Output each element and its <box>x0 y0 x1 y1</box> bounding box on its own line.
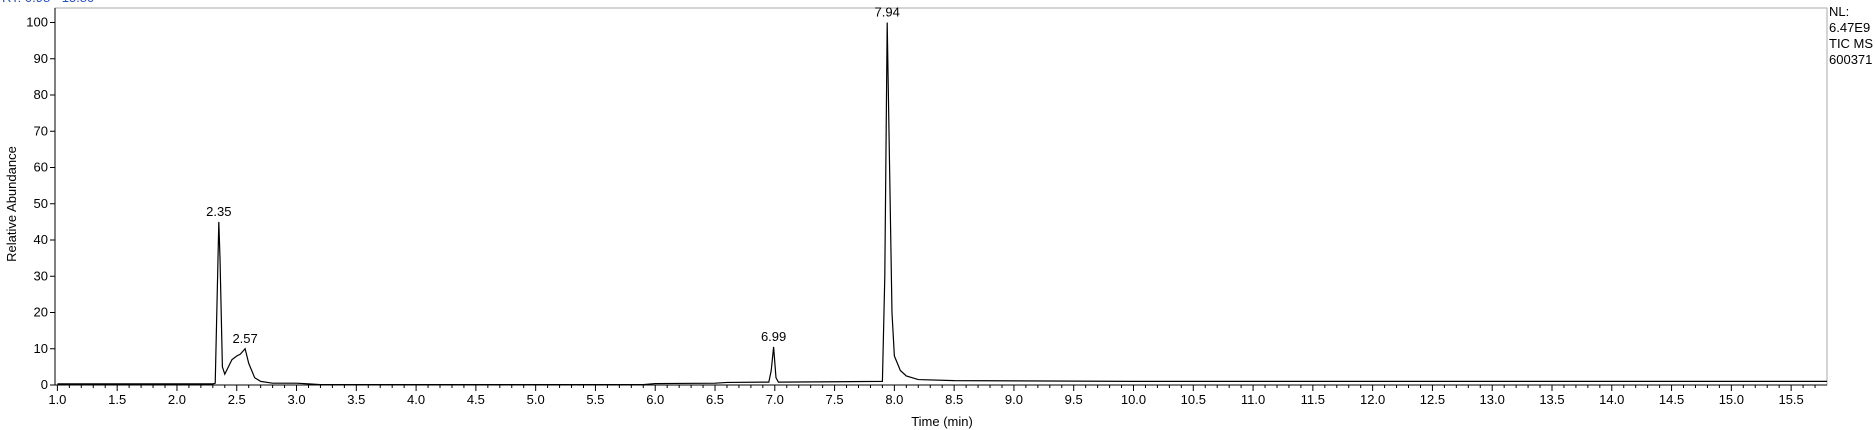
x-tick-label: 3.5 <box>347 392 365 407</box>
x-tick-label: 8.5 <box>945 392 963 407</box>
x-tick-label: 4.0 <box>407 392 425 407</box>
x-tick-label: 7.5 <box>826 392 844 407</box>
x-tick-label: 6.0 <box>646 392 664 407</box>
x-tick-label: 9.0 <box>1005 392 1023 407</box>
peak-label: 7.94 <box>875 5 900 20</box>
info-label: TIC MS <box>1829 36 1873 51</box>
x-tick-label: 6.5 <box>706 392 724 407</box>
plot-frame <box>54 7 1828 386</box>
x-tick-label: 4.5 <box>467 392 485 407</box>
x-tick-label: 11.5 <box>1301 392 1325 407</box>
x-tick-label: 9.5 <box>1065 392 1083 407</box>
x-tick-label: 10.0 <box>1121 392 1146 407</box>
y-tick-label: 100 <box>26 15 48 30</box>
y-tick-label: 90 <box>34 51 48 66</box>
x-tick-label: 1.0 <box>48 392 66 407</box>
x-tick-label: 14.0 <box>1599 392 1624 407</box>
x-tick-label: 8.0 <box>885 392 903 407</box>
x-tick-label: 1.5 <box>108 392 126 407</box>
x-tick-label: 11.0 <box>1241 392 1265 407</box>
x-tick-label: 3.0 <box>287 392 305 407</box>
y-tick-label: 80 <box>34 87 48 102</box>
x-tick-label: 15.0 <box>1719 392 1744 407</box>
x-axis-label: Time (min) <box>911 414 973 429</box>
peak-label: 2.35 <box>206 204 231 219</box>
info-label: 600371 <box>1829 52 1872 67</box>
y-tick-label: 20 <box>34 305 48 320</box>
y-tick-label: 60 <box>34 160 48 175</box>
x-tick-label: 10.5 <box>1181 392 1206 407</box>
x-tick-label: 13.5 <box>1539 392 1564 407</box>
x-tick-label: 15.5 <box>1778 392 1803 407</box>
y-tick-label: 40 <box>34 232 48 247</box>
peak-label: 6.99 <box>761 329 786 344</box>
y-tick-label: 70 <box>34 123 48 138</box>
x-tick-label: 12.5 <box>1420 392 1445 407</box>
y-tick-label: 0 <box>41 377 48 392</box>
peak-label: 2.57 <box>232 331 257 346</box>
x-tick-label: 14.5 <box>1659 392 1684 407</box>
info-label: 6.47E9 <box>1829 20 1870 35</box>
x-tick-label: 5.5 <box>586 392 604 407</box>
y-axis-label: Relative Abundance <box>4 146 19 262</box>
x-tick-label: 12.0 <box>1360 392 1385 407</box>
y-tick-label: 50 <box>34 196 48 211</box>
info-label: NL: <box>1829 4 1849 19</box>
x-tick-label: 2.5 <box>228 392 246 407</box>
x-tick-label: 5.0 <box>527 392 545 407</box>
y-tick-label: 10 <box>34 341 48 356</box>
range-label: RT: 0.98 - 15.80 <box>2 0 94 5</box>
trace <box>57 22 1827 386</box>
x-tick-label: 2.0 <box>168 392 186 407</box>
x-tick-label: 13.0 <box>1480 392 1505 407</box>
x-tick-label: 7.0 <box>766 392 784 407</box>
y-tick-label: 30 <box>34 268 48 283</box>
